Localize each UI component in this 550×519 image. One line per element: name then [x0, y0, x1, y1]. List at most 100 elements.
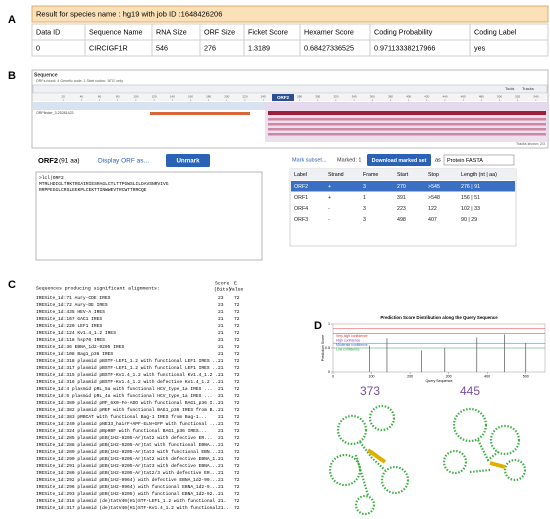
hit-evalue: 72: [234, 435, 240, 441]
hit-name: IRESite_1d:4 plasmid pRL_5a with functio…: [36, 386, 212, 392]
hit-evalue: 72: [234, 414, 240, 420]
hit-evalue: 72: [234, 330, 240, 336]
orf-cell: ORF1: [294, 195, 308, 201]
loop: [503, 458, 527, 482]
hit-name: IRESite_1d:72 Aury-DE IRES: [36, 302, 108, 308]
hit-score: 21: [218, 323, 224, 329]
hit-score: 21: [218, 407, 224, 413]
ruler-label: 60: [98, 95, 102, 99]
loop: [380, 465, 410, 495]
hit-score: 21: [218, 386, 224, 392]
hit-name: IRESite_1d:318 plasmid pBSTF-LEF1_1.2 wi…: [36, 358, 221, 364]
orf-cell: ORF4: [294, 206, 308, 212]
hit-name: IRESite_1d:317 plasmid (de)tatV40(H1)STF…: [36, 505, 229, 511]
hit-evalue: 72: [234, 456, 240, 462]
hit-evalue: 72: [234, 365, 240, 371]
hit-score: 21: [218, 309, 224, 315]
hit-score: 21: [218, 330, 224, 336]
hit-name: IRESite_1d:240 plasmid pNE33_hairF+APF-E…: [36, 421, 218, 427]
orf-column-header: Frame: [363, 172, 378, 178]
tools-menu: Tools: [505, 86, 514, 91]
display-link: Display ORF as...: [98, 158, 149, 165]
hit-evalue: 72: [234, 323, 240, 329]
hit-name: IRESite_1d:286 plasmid pEB(1H2-9205-Ar)t…: [36, 470, 218, 476]
ruler-label: 160: [188, 95, 193, 99]
orf-bar: [150, 112, 250, 115]
orf-marker: ORF2: [277, 95, 289, 100]
hit-evalue: 72: [234, 463, 240, 469]
selection-band: [265, 102, 547, 142]
format-value: Protein FASTA: [447, 158, 483, 164]
hit-name: IRESite_1d:291 plasmid pEB(1H2-9205-Ar)t…: [36, 463, 218, 469]
format-select[interactable]: [443, 154, 515, 166]
hit-score: 21: [218, 491, 224, 497]
orf-cell: 1: [363, 195, 366, 201]
ruler-label: 20: [62, 95, 66, 99]
table-value: 0: [36, 43, 40, 52]
hit-evalue: 72: [234, 316, 240, 322]
orf-row-selected[interactable]: [291, 181, 515, 192]
hit-name: IRESite_1d:324 plasmid pBpHBF with funct…: [36, 428, 207, 434]
hit-name: IRESite_1d:290 plasmid pEB(1H2-9205-Ar)t…: [36, 456, 223, 462]
hit-name: IRESite_1d:316 plasmid pBSTF-Kv1.4_1.2 w…: [36, 379, 221, 385]
hit-evalue: 72: [234, 351, 240, 357]
hit-evalue: 72: [234, 407, 240, 413]
chart-title: Prediction Score Distribution along the …: [380, 315, 498, 320]
hit-evalue: 72: [234, 470, 240, 476]
hit-evalue: 72: [234, 358, 240, 364]
stem: [469, 439, 499, 474]
column-header: Data ID: [36, 27, 60, 36]
hit-score: 21: [218, 470, 224, 476]
unmark-button[interactable]: [166, 154, 210, 167]
orf-row[interactable]: [291, 214, 515, 225]
table-value: CIRCIGF1R: [89, 43, 128, 52]
ruler-label: 240: [261, 95, 266, 99]
e-header: E: [234, 280, 237, 286]
hit-score: 23: [218, 302, 224, 308]
orf-cell: 391: [397, 195, 406, 201]
y-axis-label: Prediction Score: [321, 335, 325, 361]
hit-evalue: 72: [234, 379, 240, 385]
hit-score: 21: [218, 372, 224, 378]
column-header: Hexamer Score: [304, 27, 354, 36]
table-value: 276: [204, 43, 216, 52]
hit-evalue: 72: [234, 400, 240, 406]
hit-score: 21: [218, 477, 224, 483]
hit-name: IRESite_1d:315 plasmid pBSTF-Kv1.4_1.2 w…: [36, 372, 223, 378]
orf-cell: 122: [428, 206, 437, 212]
score-header: (Bits): [214, 286, 231, 292]
e-header: Value: [229, 286, 244, 292]
hit-evalue: 72: [234, 477, 240, 483]
orf-column-header: Length (nt | aa): [461, 172, 497, 178]
orf-cell: 223: [397, 206, 406, 212]
orf-cell: 90 | 29: [461, 217, 477, 223]
orf-cell: 102 | 33: [461, 206, 480, 212]
orf-row[interactable]: [291, 192, 515, 203]
hit-score: 21: [218, 456, 224, 462]
hit-name: IRESite_1d:435 HEV-A IRES: [36, 309, 105, 315]
hit-name: IRESite_1d:293 plasmid pEB(1H2-9205) wit…: [36, 491, 221, 497]
structure-label: 373: [360, 384, 380, 398]
table-value: 0.68427336525: [304, 43, 354, 52]
ruler-label: 320: [333, 95, 338, 99]
ruler-label: 220: [242, 95, 247, 99]
legend-entry: Low confidence: [336, 347, 360, 351]
hit-name: IRESite_1d:288 plasmid pEB(1H2-9205-Ar)t…: [36, 442, 218, 448]
orf-cell: 156 | 51: [461, 195, 480, 201]
download-button[interactable]: [367, 154, 431, 166]
panel-label: B: [8, 70, 16, 82]
hit-score: 21: [218, 379, 224, 385]
orf-row[interactable]: [291, 203, 515, 214]
hit-evalue: 72: [234, 428, 240, 434]
ruler-label: 400: [406, 95, 411, 99]
hit-name: IRESite_1d:382 plasmid pREF with functio…: [36, 407, 221, 413]
orf-column-header: Label: [294, 172, 307, 178]
x-tick-label: 500: [523, 374, 529, 378]
orf-cell: 3: [363, 206, 366, 212]
hit-name: IRESite_1d:289 plasmid pEB(1H2-9205-Ar)t…: [36, 449, 218, 455]
orf-cell: 276 | 91: [461, 184, 480, 190]
loop: [442, 449, 468, 475]
fasta-line: MTRLHDIGLTRKTRGAIRIESRAGLCTLTTPGWSLILDAV…: [39, 181, 169, 187]
hit-evalue: 72: [234, 505, 240, 511]
hit-name: IRESite_1d:108 Bag1_p36 IRES: [36, 351, 113, 357]
